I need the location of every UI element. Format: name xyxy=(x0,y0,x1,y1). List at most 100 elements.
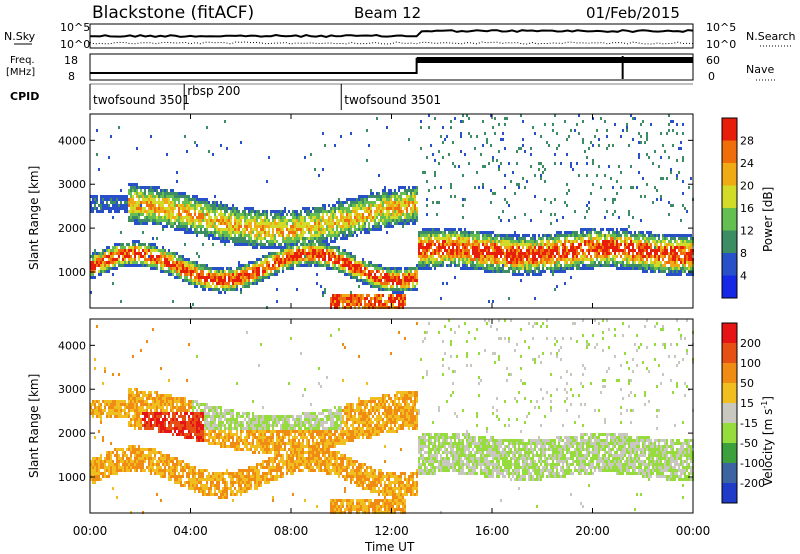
power-cell xyxy=(286,228,288,231)
power-cell xyxy=(170,216,172,219)
power-cell xyxy=(312,261,314,264)
power-cell xyxy=(90,276,92,279)
power-cell xyxy=(404,204,406,207)
power-cell xyxy=(470,264,472,267)
power-cell xyxy=(154,207,156,210)
power-cell xyxy=(344,258,346,261)
power-cell xyxy=(136,192,138,195)
power-cell xyxy=(356,276,358,279)
power-cell xyxy=(382,189,384,192)
power-cell xyxy=(326,246,328,249)
power-cell xyxy=(500,240,502,243)
power-cell xyxy=(500,237,502,240)
power-cell xyxy=(266,210,268,213)
power-cell xyxy=(254,228,256,231)
power-cell xyxy=(462,261,464,264)
power-cell xyxy=(480,249,482,252)
power-cell xyxy=(190,264,192,267)
power-cell xyxy=(350,210,352,213)
power-cell xyxy=(156,210,158,213)
power-cell xyxy=(218,270,220,273)
power-cell xyxy=(562,243,564,246)
power-cell xyxy=(282,213,284,216)
power-cell xyxy=(410,189,412,192)
power-cell xyxy=(344,264,346,267)
power-cell xyxy=(478,267,480,270)
power-cell xyxy=(548,234,550,237)
power-cell xyxy=(340,231,342,234)
power-cell xyxy=(102,210,104,213)
power-cell xyxy=(180,276,182,279)
power-cell xyxy=(290,258,292,261)
power-cell xyxy=(544,270,546,273)
power-cell xyxy=(376,270,378,273)
power-cell xyxy=(554,213,556,216)
power-cell xyxy=(286,246,288,249)
power-cell xyxy=(470,246,472,249)
power-cell xyxy=(588,267,590,270)
power-cell xyxy=(300,258,302,261)
power-cell xyxy=(200,273,202,276)
power-cell xyxy=(456,264,458,267)
power-cell xyxy=(96,255,98,258)
power-cell xyxy=(460,228,462,231)
power-cell xyxy=(298,249,300,252)
power-cell xyxy=(576,246,578,249)
power-cell xyxy=(544,261,546,264)
power-cell xyxy=(190,282,192,285)
power-cell xyxy=(294,243,296,246)
power-cell xyxy=(176,258,178,261)
power-cell xyxy=(534,252,536,255)
power-cell xyxy=(576,255,578,258)
power-cell xyxy=(258,234,260,237)
power-cell xyxy=(452,141,454,144)
power-cell xyxy=(178,222,180,225)
power-cell xyxy=(110,201,112,204)
power-cell xyxy=(350,294,352,297)
power-cell xyxy=(430,228,432,231)
power-cell xyxy=(640,231,642,234)
power-cell xyxy=(432,255,434,258)
power-cell xyxy=(186,222,188,225)
power-cell xyxy=(320,222,322,225)
power-cell xyxy=(152,267,154,270)
power-cell xyxy=(366,279,368,282)
power-cell xyxy=(166,258,168,261)
power-cell xyxy=(236,276,238,279)
power-cell xyxy=(184,279,186,282)
power-cell xyxy=(632,186,634,189)
power-cell xyxy=(502,138,504,141)
power-cell xyxy=(224,228,226,231)
power-cell xyxy=(422,246,424,249)
power-cell xyxy=(400,204,402,207)
power-cell xyxy=(644,246,646,249)
power-cell xyxy=(402,297,404,300)
power-cell xyxy=(132,183,134,186)
power-cell xyxy=(288,264,290,267)
power-cell xyxy=(328,243,330,246)
power-cell xyxy=(574,264,576,267)
power-cell xyxy=(670,240,672,243)
power-cell xyxy=(604,234,606,237)
power-cell xyxy=(216,273,218,276)
power-cell xyxy=(364,279,366,282)
power-cell xyxy=(334,240,336,243)
power-cell xyxy=(336,258,338,261)
power-cell xyxy=(638,249,640,252)
power-cell xyxy=(224,234,226,237)
power-cell xyxy=(328,255,330,258)
power-cell xyxy=(150,243,152,246)
power-cell xyxy=(428,249,430,252)
power-cell xyxy=(354,219,356,222)
power-cell xyxy=(172,213,174,216)
power-cell xyxy=(126,201,128,204)
power-cell xyxy=(516,264,518,267)
power-cell xyxy=(452,258,454,261)
power-cell xyxy=(370,219,372,222)
power-cell xyxy=(210,216,212,219)
power-cell xyxy=(272,243,274,246)
power-cell xyxy=(668,114,670,117)
power-cell xyxy=(134,213,136,216)
power-cell xyxy=(332,225,334,228)
power-cell xyxy=(592,162,594,165)
